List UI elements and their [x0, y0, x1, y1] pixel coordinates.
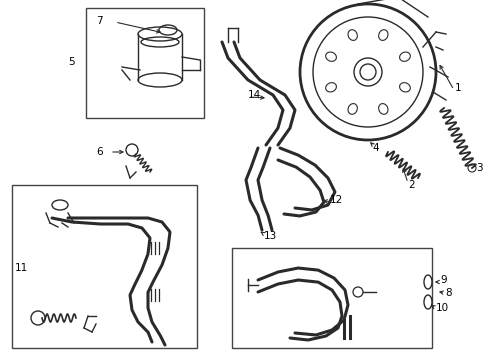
- Bar: [86, 8, 203, 118]
- Text: 4: 4: [371, 143, 378, 153]
- Text: 8: 8: [444, 288, 451, 298]
- Bar: [231, 248, 431, 348]
- Text: 6: 6: [96, 147, 102, 157]
- Text: 11: 11: [15, 263, 28, 273]
- Text: 3: 3: [475, 163, 482, 173]
- Text: 12: 12: [329, 195, 343, 205]
- Bar: [12, 185, 197, 348]
- Text: 10: 10: [435, 303, 448, 313]
- Text: 1: 1: [454, 83, 461, 93]
- Text: 5: 5: [68, 57, 75, 67]
- Text: 2: 2: [407, 180, 414, 190]
- Text: 14: 14: [247, 90, 261, 100]
- Text: 9: 9: [439, 275, 446, 285]
- Text: 7: 7: [96, 16, 102, 26]
- Text: 13: 13: [264, 231, 277, 241]
